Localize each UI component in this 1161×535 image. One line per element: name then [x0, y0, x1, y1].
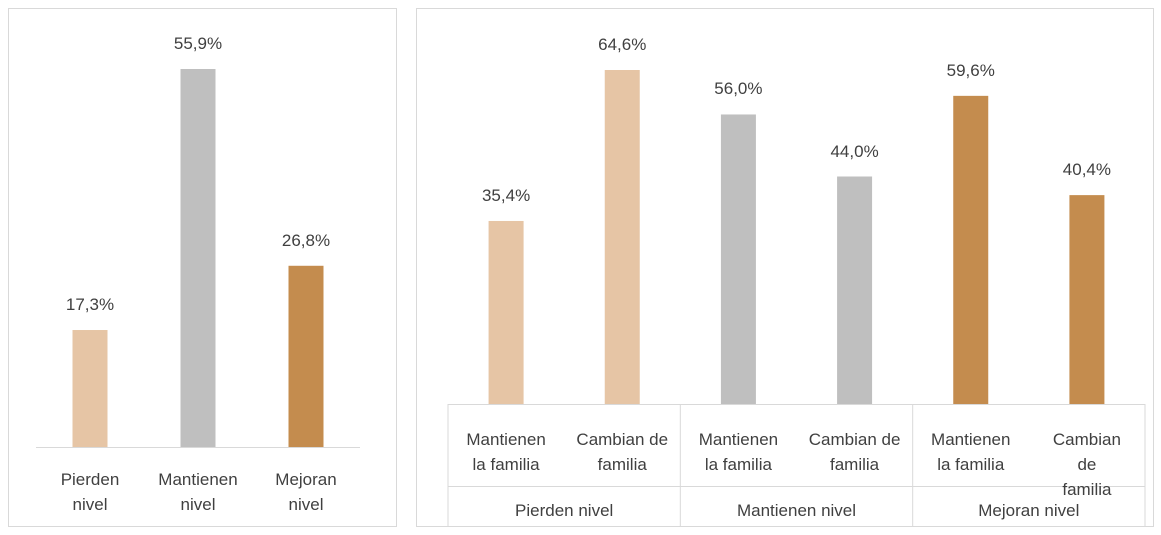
x-tick-label: Mantienen nivel: [158, 470, 238, 514]
x-tick-label: Mejoran nivel: [275, 470, 337, 514]
value-label: 35,4%: [481, 185, 531, 205]
x-tick-label: Mantienen la familia: [466, 430, 546, 474]
group-label: Pierden nivel: [515, 501, 614, 520]
bar: [953, 95, 989, 405]
bar: [72, 330, 108, 447]
x-tick-label: Cambian de familia: [576, 430, 669, 474]
bar: [720, 114, 756, 405]
value-label: 44,0%: [830, 141, 879, 161]
x-tick-label: Mantienen la familia: [931, 430, 1011, 474]
value-label: 26,8%: [281, 230, 331, 250]
bar: [288, 265, 324, 447]
value-label: 56,0%: [714, 79, 763, 99]
bar: [488, 220, 524, 404]
bar: [180, 69, 216, 447]
value-label: 55,9%: [173, 34, 223, 53]
x-tick-label: Cambian de familia: [1052, 430, 1121, 499]
value-label: 64,6%: [598, 35, 647, 54]
bar: [604, 70, 640, 404]
x-tick-label: Mantienen la familia: [698, 430, 779, 474]
group-label: Mejoran nivel: [978, 501, 1080, 520]
value-label: 40,4%: [1062, 160, 1112, 180]
bar: [837, 176, 873, 404]
x-tick-label: Cambian de familia: [808, 430, 901, 474]
value-label: 17,3%: [65, 295, 115, 315]
x-tick-label: Pierden nivel: [60, 470, 120, 514]
group-label: Mantienen nivel: [736, 501, 857, 520]
value-label: 59,6%: [946, 60, 995, 80]
bar: [1069, 195, 1105, 404]
right-panel: [416, 8, 1154, 527]
